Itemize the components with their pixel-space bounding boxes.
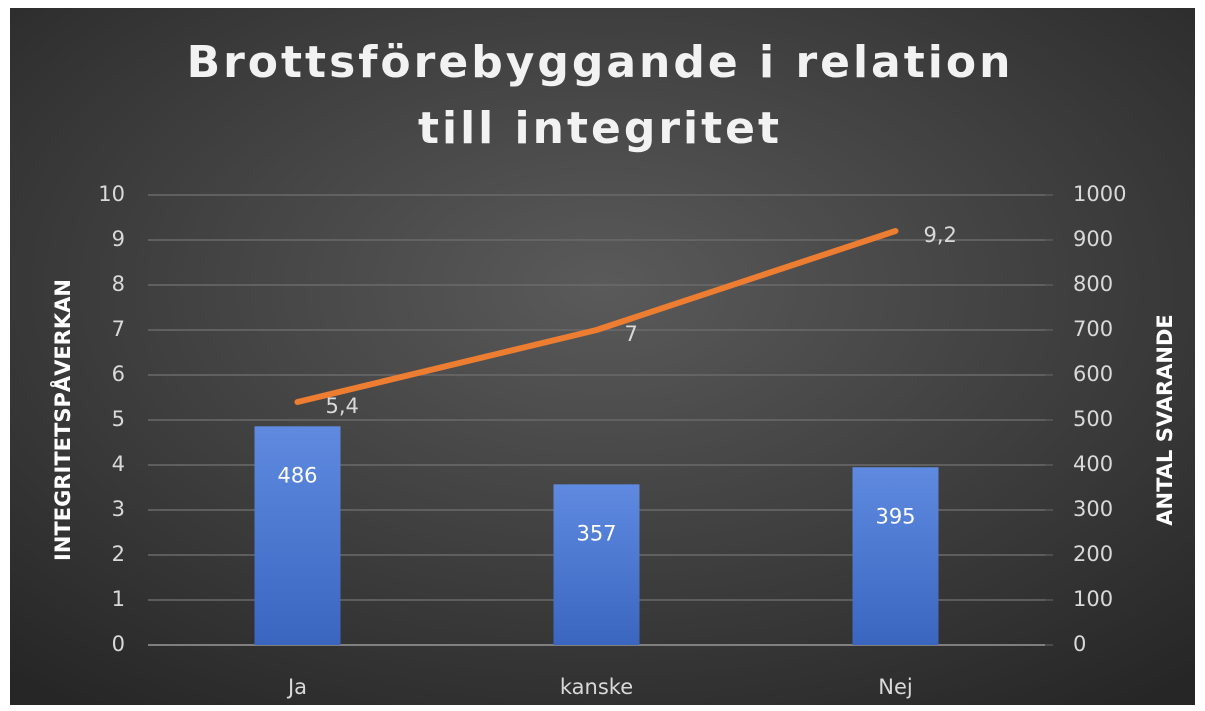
y2-axis-title: ANTAL SVARANDE (1153, 314, 1177, 525)
chart-title: Brottsförebyggande i relation till integ… (186, 37, 1014, 154)
y-tick-label: 7 (112, 317, 125, 341)
y2-tick-label: 100 (1073, 587, 1113, 611)
y2-tick-label: 800 (1073, 272, 1113, 296)
line-label: 7 (625, 322, 638, 346)
bar (553, 484, 640, 645)
y2-tick-label: 500 (1073, 407, 1113, 431)
y2-tick-label: 600 (1073, 362, 1113, 386)
y-tick-label: 5 (112, 407, 125, 431)
y-tick-label: 6 (112, 362, 125, 386)
x-tick-label: kanske (560, 675, 633, 699)
y-tick-label: 3 (112, 497, 125, 521)
y-tick-label: 2 (112, 542, 125, 566)
bar-label: 486 (277, 463, 317, 487)
x-tick-label: Nej (878, 675, 912, 699)
y-tick-label: 0 (112, 632, 125, 656)
y2-tick-label: 0 (1073, 632, 1086, 656)
y2-tick-label: 900 (1073, 227, 1113, 251)
y-tick-label: 9 (112, 227, 125, 251)
y2-tick-label: 700 (1073, 317, 1113, 341)
y2-tick-label: 1000 (1073, 182, 1126, 206)
bar (852, 467, 939, 645)
y2-tick-label: 300 (1073, 497, 1113, 521)
line-label: 5,4 (326, 394, 359, 418)
y-tick-label: 4 (112, 452, 125, 476)
line-label: 9,2 (924, 223, 957, 247)
line (294, 228, 899, 405)
y-axis-title: INTEGRITETSPÅVERKAN (50, 279, 75, 561)
bar (254, 426, 341, 645)
bar-label: 395 (875, 504, 915, 528)
bar-label: 357 (576, 521, 616, 545)
x-tick-label: Ja (286, 675, 307, 699)
y2-tick-label: 400 (1073, 452, 1113, 476)
y-tick-label: 1 (112, 587, 125, 611)
y-tick-label: 8 (112, 272, 125, 296)
y2-tick-label: 200 (1073, 542, 1113, 566)
y-tick-label: 10 (98, 182, 125, 206)
